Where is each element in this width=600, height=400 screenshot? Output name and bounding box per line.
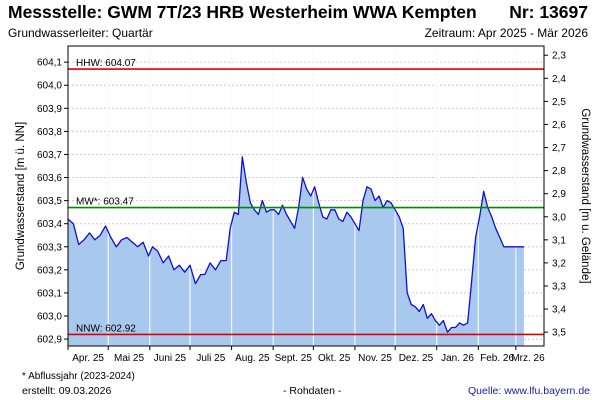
y-tick-label: 603,4 <box>37 219 62 230</box>
y2-tick-label: 3,2 <box>552 258 566 269</box>
y2-tick-label: 2,6 <box>552 120 566 131</box>
x-tick-label: Feb. 26 <box>480 353 514 364</box>
raw-data-label: - Rohdaten - <box>283 385 342 397</box>
hhw-label: HHW: 604.07 <box>76 58 136 69</box>
x-tick-label: Sept. 25 <box>275 353 313 364</box>
y-tick-label: 604,1 <box>37 58 62 69</box>
y2-tick-label: 3,0 <box>552 212 566 223</box>
y-tick-label: 603,8 <box>37 127 62 138</box>
x-tick-label: Mrz. 26 <box>511 353 545 364</box>
y-tick-label: 602,9 <box>37 335 62 346</box>
x-tick-label: Dez. 25 <box>399 353 434 364</box>
y2-tick-label: 2,9 <box>552 189 566 200</box>
y-tick-label: 603,3 <box>37 242 62 253</box>
y-tick-label: 604,0 <box>37 81 62 92</box>
x-tick-label: Okt. 25 <box>318 353 351 364</box>
y2-tick-label: 3,3 <box>552 282 566 293</box>
y-tick-label: 603,0 <box>37 312 62 323</box>
nnw-label: NNW: 602.92 <box>76 323 136 334</box>
x-tick-label: Nov. 25 <box>358 353 392 364</box>
period-label: Zeitraum: Apr 2025 - Mär 2026 <box>424 26 588 40</box>
y-tick-label: 603,6 <box>37 173 62 184</box>
y-tick-label: 603,7 <box>37 150 62 161</box>
x-tick-label: Apr. 25 <box>72 353 104 364</box>
aquifer-label: Grundwasserleiter: Quartär <box>8 26 153 40</box>
y-tick-label: 603,9 <box>37 104 62 115</box>
x-tick-label: Aug. 25 <box>235 353 270 364</box>
y2-tick-label: 3,5 <box>552 328 566 339</box>
y2-tick-label: 3,4 <box>552 305 566 316</box>
y-tick-label: 603,2 <box>37 265 62 276</box>
plot-frame <box>67 45 545 347</box>
x-tick-label: Jan. 26 <box>441 353 474 364</box>
x-tick-label: Juni 25 <box>154 353 187 364</box>
mw-label: MW*: 603.47 <box>76 197 134 208</box>
water-level-area <box>68 156 524 346</box>
y-axis-title: Grundwasserstand [m ü. NN] <box>15 122 27 270</box>
station-number: Nr: 13697 <box>509 2 588 22</box>
x-tick-label: Mai 25 <box>114 353 144 364</box>
y2-tick-label: 3,1 <box>552 235 566 246</box>
page-title: Messstelle: GWM 7T/23 HRB Westerheim WWA… <box>8 2 477 22</box>
footnote: * Abflussjahr (2023-2024) <box>22 371 135 382</box>
y2-tick-label: 2,4 <box>552 74 566 85</box>
source-link[interactable]: Quelle: www.lfu.bayern.de <box>468 385 590 397</box>
y2-tick-label: 2,8 <box>552 166 566 177</box>
y2-tick-label: 2,3 <box>552 51 566 62</box>
y-tick-label: 603,1 <box>37 288 62 299</box>
created-date: erstellt: 09.03.2026 <box>22 385 112 397</box>
y-tick-label: 603,5 <box>37 196 62 207</box>
y2-tick-label: 2,5 <box>552 97 566 108</box>
y2-tick-label: 2,7 <box>552 143 566 154</box>
x-tick-label: Juli 25 <box>196 353 225 364</box>
y2-axis-title: Grundwasserstand [m u. Gelände] <box>579 108 591 283</box>
water-level-line <box>67 156 524 333</box>
